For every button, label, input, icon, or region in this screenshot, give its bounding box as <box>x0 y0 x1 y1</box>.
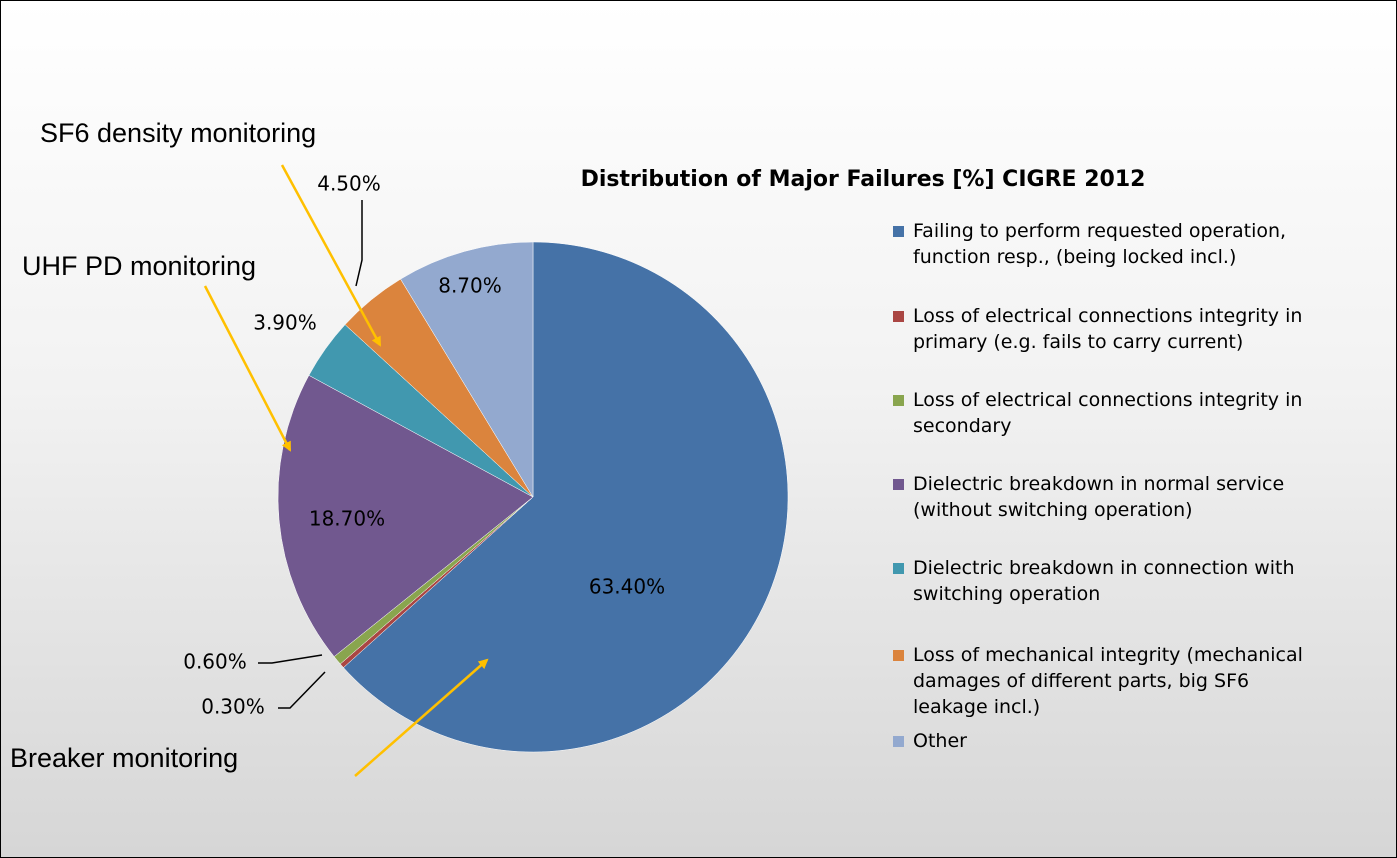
leader-line <box>258 654 323 664</box>
data-label: 0.30% <box>201 695 265 719</box>
data-label: 8.70% <box>438 274 502 298</box>
annotation: UHF PD monitoring <box>22 251 256 281</box>
legend-item: Loss of electrical connections integrity… <box>893 303 1323 355</box>
legend-label: Loss of electrical connections integrity… <box>913 305 1303 353</box>
legend-swatch <box>893 736 904 747</box>
annotation: Breaker monitoring <box>10 743 238 773</box>
arrow <box>280 164 382 347</box>
legend-item: Other <box>893 728 1323 754</box>
pie-slice <box>277 374 534 657</box>
legend-label: Failing to perform requested operation, … <box>913 220 1287 268</box>
data-label: 0.60% <box>183 650 247 674</box>
leader-line <box>278 671 326 709</box>
legend-label: Loss of mechanical integrity (mechanical… <box>913 644 1303 718</box>
pie-slice <box>343 241 789 753</box>
legend-swatch <box>893 563 904 574</box>
chart-title: Distribution of Major Failures [%] CIGRE… <box>581 167 1146 192</box>
annotation: SF6 density monitoring <box>40 118 316 148</box>
leader-line <box>355 200 363 287</box>
data-label: 4.50% <box>317 172 381 196</box>
legend-item: Failing to perform requested operation, … <box>893 218 1323 270</box>
legend-label: Dielectric breakdown in connection with … <box>913 557 1295 605</box>
legend-item: Loss of mechanical integrity (mechanical… <box>893 642 1323 720</box>
arrow <box>354 658 489 777</box>
arrow <box>203 285 292 452</box>
legend-swatch <box>893 479 904 490</box>
legend-label: Other <box>913 730 967 752</box>
legend-swatch <box>893 395 904 406</box>
legend-swatch <box>893 311 904 322</box>
legend-label: Loss of electrical connections integrity… <box>913 389 1303 437</box>
legend-item: Loss of electrical connections integrity… <box>893 387 1323 439</box>
legend-item: Dielectric breakdown in normal service (… <box>893 471 1323 523</box>
pie-slice <box>400 241 534 498</box>
data-label: 3.90% <box>253 311 317 335</box>
legend-label: Dielectric breakdown in normal service (… <box>913 473 1285 521</box>
legend-item: Dielectric breakdown in connection with … <box>893 555 1323 607</box>
data-label: 63.40% <box>589 575 665 599</box>
legend-swatch <box>893 226 904 237</box>
legend-swatch <box>893 650 904 661</box>
data-label: 18.70% <box>309 507 385 531</box>
